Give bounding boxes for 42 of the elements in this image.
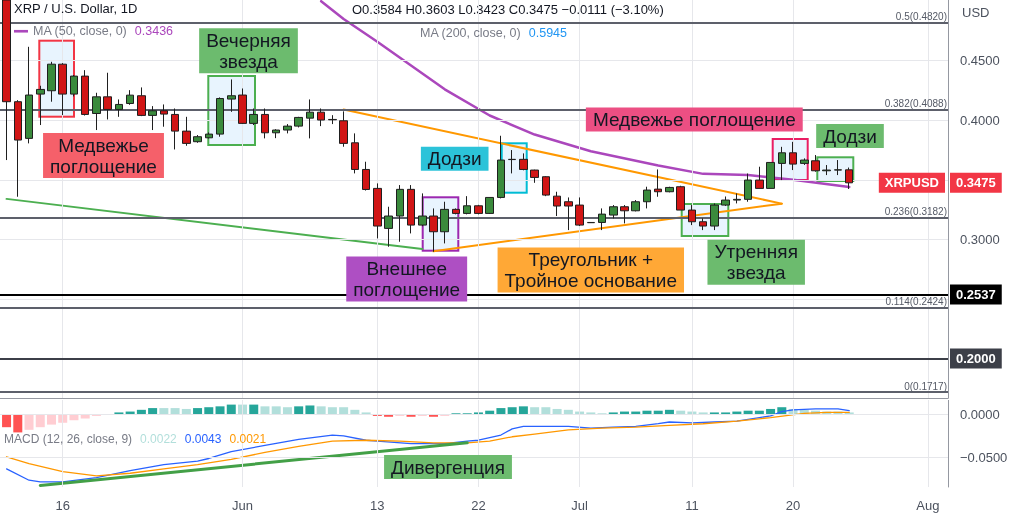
annotation: Додзи [427, 148, 482, 170]
y-axis-title: USD [962, 4, 990, 20]
annotation: Медвежье поглощение [50, 134, 157, 177]
ref-line-label: 0.382(0.4088) [884, 98, 947, 110]
x-tick-label: Jun [232, 498, 253, 513]
legend-label: MA (50, close, 0) [33, 23, 127, 39]
text: MACD (12, 26, close, 9) [4, 432, 133, 447]
x-tick-label: 20 [785, 498, 801, 513]
annotation: 0.5945 [528, 25, 567, 41]
annotation: Внешнее поглощение [353, 258, 461, 300]
chart-subtitle: O0.3584 H0.3603 L0.3423 C0.3475 −0.0111 (−3.10%) [352, 1, 664, 17]
x-tick-label: Jul [571, 498, 588, 513]
ref-line-label: 0.236(0.3182) [884, 206, 947, 218]
y-tick-label: −0.0500 [960, 450, 1008, 466]
annotation: Додзи [823, 125, 877, 147]
annotation: MA (200, close, 0) [420, 25, 521, 41]
annotation: Вечерняя звезда [206, 29, 291, 72]
text: 0.3475 [956, 175, 996, 191]
x-tick-label: 16 [55, 498, 70, 513]
ref-line-label: 0.2537 [956, 287, 996, 303]
y-tick-label: 0.4000 [960, 112, 1000, 128]
annotation: Медвежье поглощение [592, 109, 796, 130]
annotation: Утренняя звезда [714, 241, 798, 284]
ref-line-label: 0.114(0.2424) [885, 296, 947, 308]
ref-line-label: 0.2000 [956, 350, 996, 366]
y-tick-label: 0.4500 [960, 53, 1000, 69]
annotation: 0.0021 [229, 432, 267, 447]
ref-line-label: 0(0.1717) [904, 380, 947, 392]
x-tick-label: Aug [916, 498, 940, 513]
x-tick-label: 13 [370, 498, 385, 513]
annotation: 0.3436 [134, 23, 174, 39]
y-tick-label: 0.3000 [960, 231, 1000, 247]
annotation: XRPUSD [884, 175, 939, 191]
annotation: 0.0022 [140, 432, 177, 447]
annotation: Дивергенция [391, 456, 505, 478]
chart-title: XRP / U.S. Dollar, 1D [14, 0, 138, 17]
annotation: 0.0043 [184, 432, 222, 447]
x-tick-label: 22 [471, 498, 486, 513]
annotation: Треугольник + Тройное основание [504, 249, 678, 291]
ref-line-label: 0.5(0.4820) [895, 11, 947, 23]
y-tick-label: 0.0000 [960, 406, 1000, 422]
x-tick-label: 11 [685, 498, 699, 513]
